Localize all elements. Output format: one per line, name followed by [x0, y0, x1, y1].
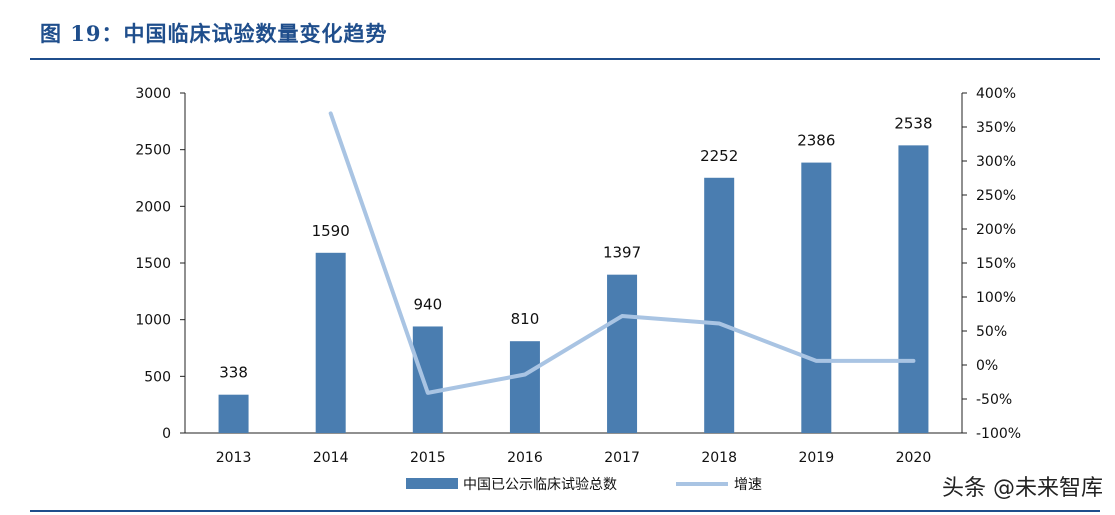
bar: [898, 145, 929, 434]
bar-data-label: 2252: [700, 147, 738, 165]
x-tick-label: 2017: [604, 450, 640, 466]
watermark: 头条 @未来智库: [942, 476, 1103, 501]
bar-series: [218, 145, 929, 434]
bar: [218, 394, 249, 433]
y-right-tick-label: 300%: [976, 154, 1016, 170]
x-tick-label: 2020: [896, 450, 932, 466]
x-tick-label: 2019: [798, 450, 834, 466]
x-tick-label: 2016: [507, 450, 543, 466]
bar: [315, 252, 346, 433]
bar: [704, 177, 735, 433]
bar: [801, 162, 832, 433]
bar-data-label: 940: [413, 295, 442, 313]
y-right-tick-label: -100%: [976, 426, 1021, 442]
y-left-tick-label: 2000: [135, 199, 171, 215]
x-tick-label: 2014: [313, 450, 349, 466]
legend-bar-label: 中国已公示临床试验总数: [463, 477, 617, 493]
y-right-tick-label: 150%: [976, 256, 1016, 272]
bottom-rule: [30, 510, 1100, 512]
x-tick-label: 2015: [410, 450, 446, 466]
x-tick-label: 2013: [216, 450, 252, 466]
legend-bar-swatch: [406, 478, 458, 489]
y-left-tick-label: 1000: [135, 313, 171, 329]
line-series: [328, 111, 916, 395]
x-tick-label: 2018: [701, 450, 737, 466]
bar-data-label: 338: [219, 364, 248, 382]
legend: 中国已公示临床试验总数 增速: [406, 477, 762, 493]
y-right-tick-label: 350%: [976, 120, 1016, 136]
bar: [509, 341, 540, 433]
y-left-tick-label: 3000: [135, 86, 171, 102]
y-right-tick-label: -50%: [976, 392, 1012, 408]
data-labels: 338 1590 940 810 1397 2252 2386 2538: [219, 114, 932, 381]
title-rule: [30, 58, 1100, 60]
bar-data-label: 1590: [312, 222, 350, 240]
y-left-tick-label: 1500: [135, 256, 171, 272]
bar-data-label: 2386: [797, 132, 835, 150]
growth-line: [328, 111, 916, 395]
y-right-tick-label: 400%: [976, 86, 1016, 102]
figure-title: 图 19：中国临床试验数量变化趋势: [40, 21, 388, 46]
axes: 0 500 1000 1500 2000 2500 3000 -100% -50% 0% 50% 10…: [135, 86, 1021, 466]
y-right-tick-label: 250%: [976, 188, 1016, 204]
y-left-tick-label: 500: [144, 369, 171, 385]
bar: [412, 326, 443, 433]
bar-data-label: 2538: [894, 114, 932, 132]
y-right-tick-label: 50%: [976, 324, 1007, 340]
y-right-tick-label: 100%: [976, 290, 1016, 306]
y-left-tick-label: 0: [162, 426, 171, 442]
y-right-tick-label: 200%: [976, 222, 1016, 238]
legend-line-label: 增速: [734, 477, 762, 493]
bar-data-label: 810: [511, 310, 540, 328]
bar: [607, 274, 638, 433]
y-right-tick-label: 0%: [976, 358, 998, 374]
y-left-tick-label: 2500: [135, 143, 171, 159]
bar-data-label: 1397: [603, 244, 641, 262]
